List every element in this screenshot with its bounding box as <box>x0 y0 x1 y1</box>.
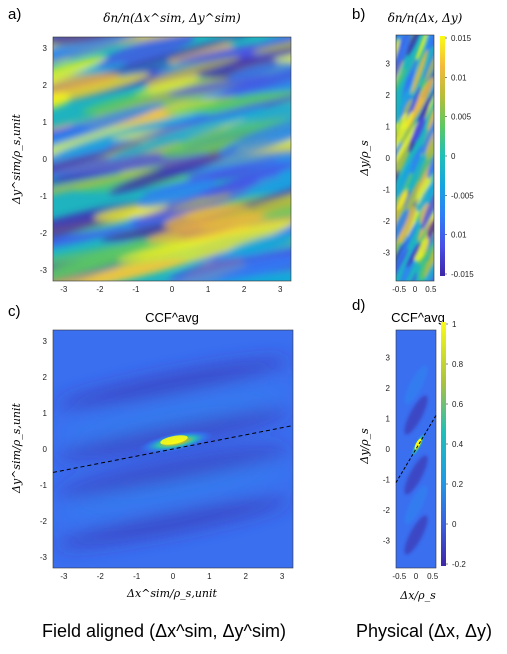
panel-c: c) CCF^avg -3 -2 -1 0 1 2 3 3 2 1 0 -1 -2 -3 Δy^sim/ρ… <box>8 303 294 600</box>
panel-c-ytick: -2 <box>40 517 48 526</box>
panel-c-xtick: 0 <box>171 572 176 581</box>
panel-b-colorbar-tick: 0.005 <box>451 113 472 122</box>
panel-a-xtick: 3 <box>278 285 283 294</box>
panel-b-colorbar-tick: -0.005 <box>451 191 474 200</box>
panel-d: d) CCF^avg -0.5 0 0.5 3 2 1 0 -1 -2 -3 1 0.8 0.6 0.4 0… <box>352 297 466 602</box>
panel-d-ytick: 3 <box>386 353 391 362</box>
panel-d-colorbar-tick: 0.8 <box>452 360 464 369</box>
panel-b-ytick: -2 <box>383 217 391 226</box>
panel-a-ytick: 2 <box>43 81 48 90</box>
panel-c-xlabel: Δx^sim/ρ_s,unit <box>126 587 217 600</box>
panel-d-xtick: 0 <box>414 572 419 581</box>
panel-a-ytick: -1 <box>40 192 48 201</box>
panel-b-colorbar-tick: -0.015 <box>451 270 474 279</box>
panel-b-ytick: -3 <box>383 249 391 258</box>
panel-c-ytick: 0 <box>43 445 48 454</box>
panel-a-xtick: -1 <box>132 285 140 294</box>
panel-b-xtick: 0 <box>413 285 418 294</box>
panel-c-ytick: 1 <box>43 409 48 418</box>
panel-a-heatmap <box>53 37 291 281</box>
panel-c-heatmap <box>53 330 293 568</box>
panel-d-colorbar <box>441 322 446 566</box>
panel-b-ytick: 0 <box>386 154 391 163</box>
panel-a-xtick: 1 <box>206 285 211 294</box>
panel-b-xtick: 0.5 <box>425 285 437 294</box>
panel-a-xtick: -3 <box>60 285 68 294</box>
caption-physical: Physical (Δx, Δy) <box>356 621 492 641</box>
panel-b-colorbar <box>440 36 445 276</box>
panel-a-label: a) <box>8 6 21 23</box>
panel-a-ytick: 3 <box>43 44 48 53</box>
panel-d-dashed-line <box>395 415 437 483</box>
panel-c-xtick: 3 <box>280 572 285 581</box>
panel-d-ytick: 2 <box>386 384 391 393</box>
panel-c-label: c) <box>8 303 21 320</box>
panel-a-ytick: 0 <box>43 155 48 164</box>
panel-d-colorbar-tick: 0.4 <box>452 440 464 449</box>
panel-c-xtick: -1 <box>133 572 141 581</box>
panel-c-ytick: 3 <box>43 337 48 346</box>
panel-c-xtick: -3 <box>60 572 68 581</box>
panel-c-ytick: 2 <box>43 373 48 382</box>
panel-a-ylabel: Δy^sim/ρ_s,unit <box>10 113 23 204</box>
panel-b-heatmap <box>396 35 434 281</box>
panel-a-ytick: -3 <box>40 266 48 275</box>
panel-b-colorbar-tick: 0.015 <box>451 34 472 43</box>
panel-c-xtick: -2 <box>97 572 105 581</box>
panel-d-colorbar-tick: 1 <box>452 320 457 329</box>
panel-d-label: d) <box>352 297 365 314</box>
panel-c-dashed-line <box>52 425 294 473</box>
panel-a-xtick: 0 <box>170 285 175 294</box>
panel-a: a) δn/n(Δx^sim, Δy^sim) -3 -2 -1 0 1 2 3 3 2 1 0 -1… <box>8 6 292 294</box>
caption-field-aligned: Field aligned (Δx^sim, Δy^sim) <box>42 621 286 641</box>
panel-d-title: CCF^avg <box>391 310 445 325</box>
panel-b-label: b) <box>352 6 365 23</box>
panel-c-ylabel: Δy^sim/ρ_s,unit <box>10 402 23 493</box>
panel-d-colorbar-tick: -0.2 <box>452 560 466 569</box>
panel-d-colorbar-tick: 0.2 <box>452 480 464 489</box>
panel-d-ytick: -1 <box>383 476 391 485</box>
panel-d-xlabel: Δx/ρ_s <box>399 589 436 602</box>
panel-b-ytick: 2 <box>386 91 391 100</box>
panel-d-ylabel: Δy/ρ_s <box>358 428 371 465</box>
panel-c-title: CCF^avg <box>145 310 199 325</box>
panel-c-xtick: 1 <box>207 572 212 581</box>
panel-d-ytick: 0 <box>386 445 391 454</box>
panel-b-ylabel: Δy/ρ_s <box>358 140 371 177</box>
panel-b-colorbar-tick: 0.01 <box>451 73 467 82</box>
panel-d-ytick: -2 <box>383 506 391 515</box>
panel-d-ytick: 1 <box>386 414 391 423</box>
panel-b: b) δn/n(Δx, Δy) -0.5 0 0.5 3 2 1 0 -1 -2 -3 0.015 0… <box>352 6 474 294</box>
panel-b-ytick: 1 <box>386 122 391 131</box>
panel-d-colorbar-tick: 0.6 <box>452 400 464 409</box>
panel-a-xtick: -2 <box>96 285 104 294</box>
panel-b-xtick: -0.5 <box>392 285 406 294</box>
panel-d-ytick: -3 <box>383 537 391 546</box>
panel-b-ytick: -1 <box>383 186 391 195</box>
panel-b-colorbar-tick: 0.01 <box>451 231 467 240</box>
panel-a-title: δn/n(Δx^sim, Δy^sim) <box>103 11 241 25</box>
panel-c-ytick: -3 <box>40 553 48 562</box>
panel-d-xtick: -0.5 <box>392 572 406 581</box>
panel-b-ytick: 3 <box>386 59 391 68</box>
panel-d-heatmap <box>396 330 436 568</box>
panel-d-xtick: 0.5 <box>427 572 439 581</box>
panel-b-colorbar-tick: 0 <box>451 152 456 161</box>
panel-b-title: δn/n(Δx, Δy) <box>388 11 463 25</box>
panel-a-xtick: 2 <box>242 285 247 294</box>
panel-a-ytick: 1 <box>43 118 48 127</box>
panel-d-colorbar-tick: 0 <box>452 520 457 529</box>
panel-a-ytick: -2 <box>40 229 48 238</box>
panel-c-ytick: -1 <box>40 481 48 490</box>
panel-c-xtick: 2 <box>244 572 249 581</box>
